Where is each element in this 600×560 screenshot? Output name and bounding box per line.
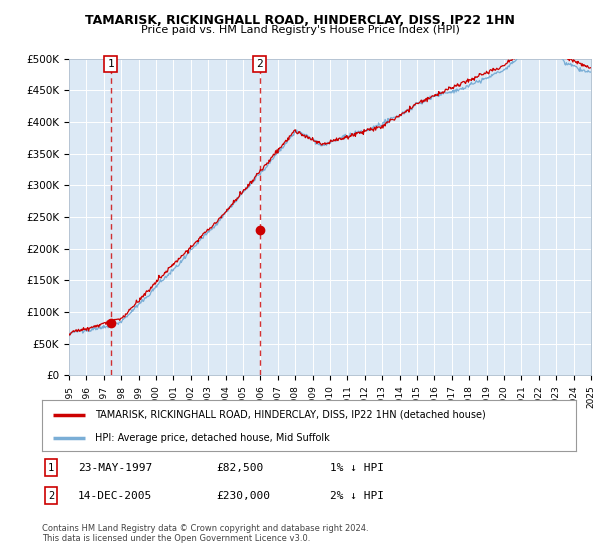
- Text: 2: 2: [48, 491, 54, 501]
- Text: HPI: Average price, detached house, Mid Suffolk: HPI: Average price, detached house, Mid …: [95, 433, 330, 443]
- Text: TAMARISK, RICKINGHALL ROAD, HINDERCLAY, DISS, IP22 1HN: TAMARISK, RICKINGHALL ROAD, HINDERCLAY, …: [85, 14, 515, 27]
- Text: 23-MAY-1997: 23-MAY-1997: [78, 463, 152, 473]
- Text: TAMARISK, RICKINGHALL ROAD, HINDERCLAY, DISS, IP22 1HN (detached house): TAMARISK, RICKINGHALL ROAD, HINDERCLAY, …: [95, 409, 486, 419]
- Text: 1% ↓ HPI: 1% ↓ HPI: [330, 463, 384, 473]
- Text: £82,500: £82,500: [216, 463, 263, 473]
- Text: 1: 1: [48, 463, 54, 473]
- Text: Contains HM Land Registry data © Crown copyright and database right 2024.
This d: Contains HM Land Registry data © Crown c…: [42, 524, 368, 543]
- Text: Price paid vs. HM Land Registry's House Price Index (HPI): Price paid vs. HM Land Registry's House …: [140, 25, 460, 35]
- Text: 1: 1: [107, 59, 114, 69]
- Text: 2: 2: [256, 59, 263, 69]
- Text: £230,000: £230,000: [216, 491, 270, 501]
- Text: 14-DEC-2005: 14-DEC-2005: [78, 491, 152, 501]
- Text: 2% ↓ HPI: 2% ↓ HPI: [330, 491, 384, 501]
